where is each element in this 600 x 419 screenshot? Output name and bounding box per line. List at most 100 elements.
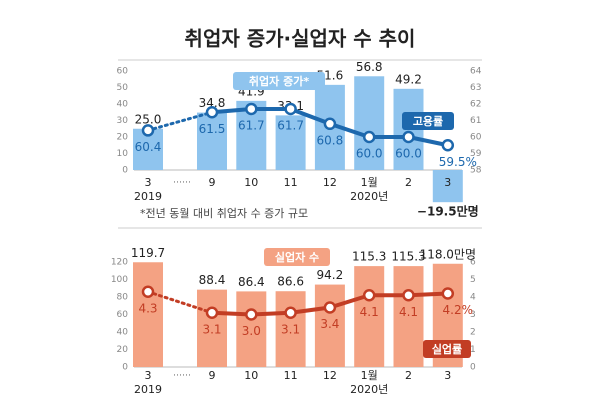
legend-label: 고용률 [413,115,443,128]
y-tick-label: 10 [117,149,129,159]
x-tick-label: 10 [244,369,258,382]
y2-tick-label: 58 [470,166,482,176]
y2-tick-label: 6 [470,258,476,268]
y2-tick-label: 4 [470,293,476,303]
y2-tick-label: 64 [470,67,482,77]
x-tick-label: 12 [323,176,337,189]
line-point [284,306,297,319]
y2-tick-label: 2 [470,328,476,338]
bar-value-label: 88.4 [199,273,226,287]
line-dotted [146,110,214,132]
x-tick-label: 11 [284,176,298,189]
y-tick-label: 0 [122,363,128,373]
line-value-label: 60.0 [356,147,383,161]
bar [432,170,463,203]
y-tick-label: 40 [117,328,129,338]
x-tick-label: 3 [444,176,451,189]
bar-value-label: 86.4 [238,275,265,289]
y2-tick-label: 63 [470,83,481,93]
x-sublabel: 2019 [134,190,162,203]
line-point [402,289,415,302]
line-point [441,139,455,152]
line-point [205,306,219,319]
y2-tick-label: 5 [470,275,476,285]
line-value-label: 61.7 [277,118,304,132]
y2-tick-label: 59 [470,149,482,159]
bar [197,289,227,367]
x-sublabel: 2019 [134,383,162,396]
line-value-label: 60.4 [135,140,162,154]
bar [354,266,385,367]
y2-tick-label: 0 [470,363,476,373]
bar-value-label: 94.2 [317,268,344,282]
line-value-label: 4.1 [399,305,418,319]
y2-tick-label: 3 [470,310,476,320]
x-tick-label: 3 [145,176,152,189]
bar-value-label: 118.0만명 [420,247,476,261]
x-tick-label: 2 [405,176,412,189]
bar [354,76,385,170]
y-tick-label: 40 [117,100,129,110]
y2-tick-label: 62 [470,100,481,110]
line-point [362,289,376,302]
bar [236,291,267,367]
x-tick-label: 3 [444,369,451,382]
line-value-label: 61.7 [238,118,265,132]
y2-tick-label: 60 [470,133,482,143]
line-point [284,102,297,116]
line-value-label: 60.8 [317,133,344,147]
legend-box [423,340,471,358]
bar-value-label: 34.8 [199,96,226,110]
bar-value-label: 56.8 [356,60,383,74]
y2-tick-label: 1 [470,345,476,355]
legend-label: 취업자 증가* [249,74,309,88]
line-point [141,285,155,298]
bar-value-label: −19.5만명 [417,204,479,219]
x-tick-label: 1월 [361,369,378,382]
line-value-label: 3.1 [281,322,300,336]
line-point [245,102,258,116]
bar-value-label: 25.0 [135,112,162,126]
footnote: *전년 동월 대비 취업자 수 증가 규모 [140,207,308,220]
x-tick-label: 10 [244,176,258,189]
line-value-label: 4.1 [360,305,379,319]
bar [133,262,163,367]
line-value-label: 3.0 [242,324,261,338]
legend-label: 실업률 [432,342,462,356]
line-point [205,106,219,119]
y-tick-label: 60 [117,67,129,77]
line-value-label: 4.2% [443,303,474,317]
x-tick-label: 9 [209,369,216,382]
x-tick-label: 9 [209,176,216,189]
legend-box [264,248,330,266]
x-sublabel: 2020년 [350,190,388,203]
x-tick-label: 1월 [361,176,378,189]
x-break: …… [173,176,191,186]
line-point [141,124,155,137]
bar-value-label: 49.2 [395,72,422,86]
line-value-label: 61.5 [199,122,226,136]
chart-title: 취업자 증가·실업자 수 추이 [185,27,416,51]
legend-box [402,112,454,130]
x-tick-label: 2 [405,369,412,382]
bar [197,112,227,170]
bar-value-label: 119.7 [131,246,165,260]
legend-label: 실업자 수 [275,250,319,264]
line-point [362,130,376,144]
x-sublabel: 2020년 [350,383,388,396]
y2-tick-label: 61 [470,116,481,126]
x-break: …… [173,369,191,379]
bar [314,284,345,367]
y-tick-label: 60 [117,310,129,320]
line-value-label: 59.5% [439,155,477,169]
x-tick-label: 12 [323,369,337,382]
y-tick-label: 80 [117,293,129,303]
y-tick-label: 100 [111,275,128,285]
line-value-label: 4.3 [138,301,157,315]
bar [275,291,306,367]
line-point [245,308,258,321]
bar-value-label: 115.3 [352,250,386,264]
x-tick-label: 11 [284,369,298,382]
legend-box [233,72,325,90]
